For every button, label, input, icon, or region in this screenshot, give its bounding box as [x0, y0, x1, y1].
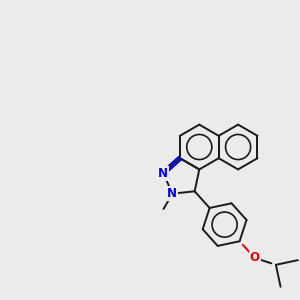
Text: N: N: [158, 167, 168, 180]
Text: O: O: [250, 251, 260, 264]
Text: N: N: [167, 187, 177, 200]
